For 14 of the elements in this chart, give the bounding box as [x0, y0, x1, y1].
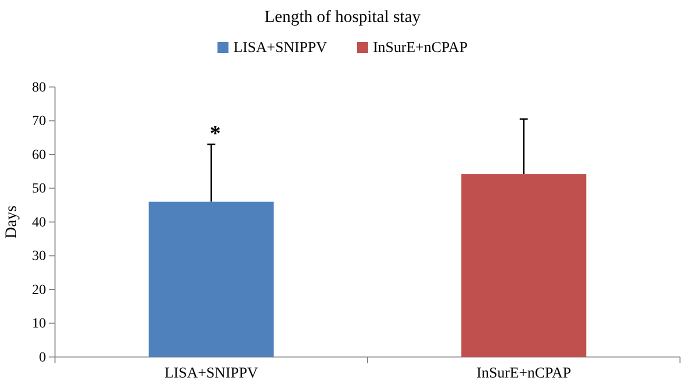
y-tick-label: 0	[39, 350, 46, 366]
chart-title: Length of hospital stay	[264, 7, 422, 26]
y-tick-label: 30	[32, 249, 46, 264]
y-axis-title: Days	[3, 206, 20, 238]
y-tick-label: 20	[32, 282, 46, 298]
annotation: *	[210, 120, 221, 146]
y-tick-label: 10	[32, 316, 46, 332]
y-tick-label: 60	[32, 148, 46, 163]
legend-label: LISA+SNIPPV	[233, 40, 328, 56]
y-tick-label: 40	[32, 215, 46, 230]
y-tick-label: 80	[32, 80, 46, 96]
legend-label: InSurE+nCPAP	[372, 40, 468, 56]
y-tick-label: 70	[32, 114, 46, 130]
y-tick-label: 50	[32, 182, 46, 197]
